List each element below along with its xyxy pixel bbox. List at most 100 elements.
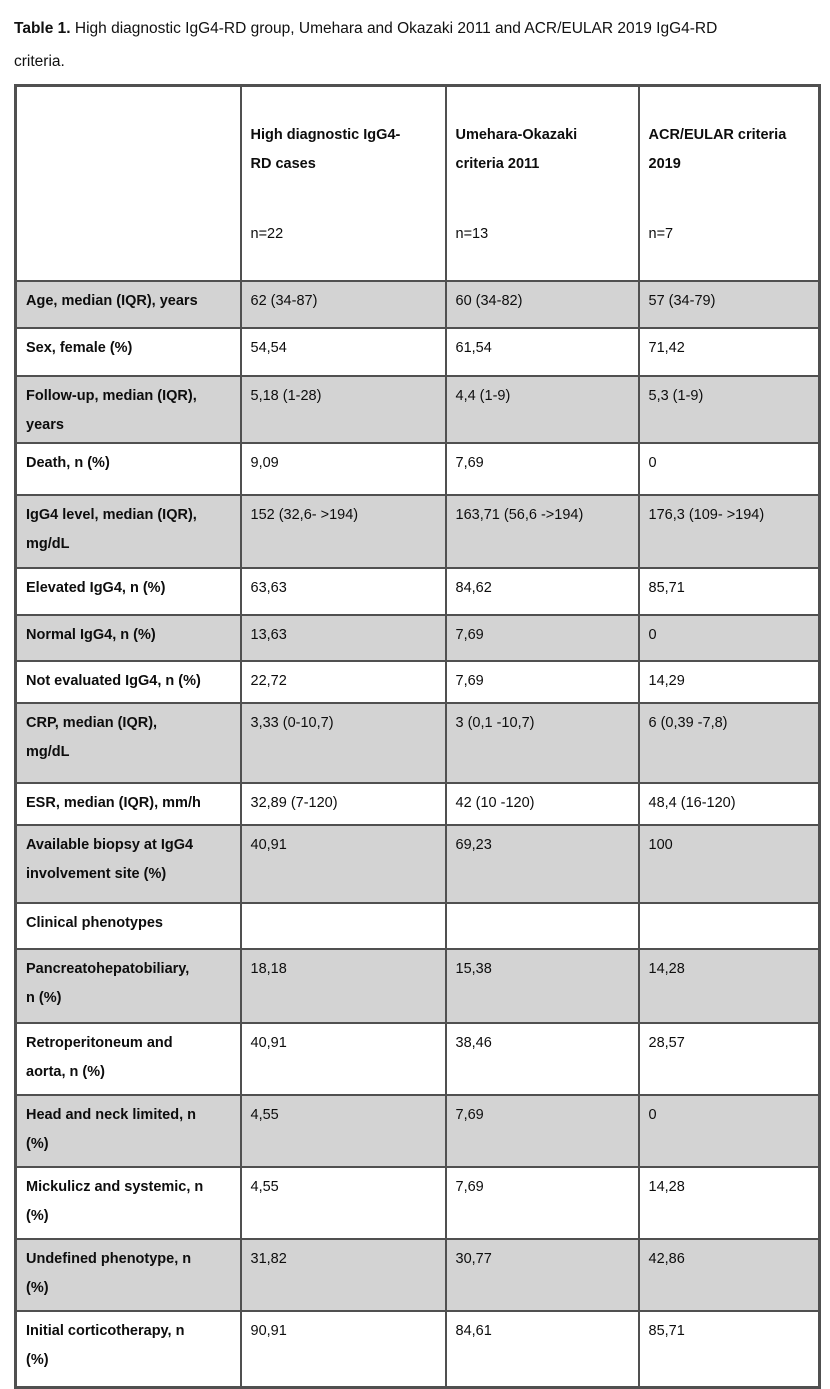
- column-title: ACR/EULAR criteria 2019: [648, 127, 787, 172]
- row-label-cell: Not evaluated IgG4, n (%): [14, 660, 242, 704]
- value-cell: 85,71: [637, 1310, 821, 1388]
- row-label-cell: Undefined phenotype, n (%): [14, 1238, 242, 1312]
- value-cell: 5,18 (1-28): [239, 375, 447, 444]
- table-row: Follow-up, median (IQR), years 5,18 (1-2…: [14, 375, 821, 444]
- row-label-cell: Normal IgG4, n (%): [14, 614, 242, 662]
- value-cell: 48,4 (16-120): [637, 782, 821, 826]
- value-cell: 13,63: [239, 614, 447, 662]
- value-cell: 28,57: [637, 1022, 821, 1096]
- header-empty-cell: [14, 84, 242, 282]
- value-cell: [444, 902, 640, 950]
- row-label-cell: CRP, median (IQR), mg/dL: [14, 702, 242, 784]
- value-cell: 9,09: [239, 442, 447, 496]
- value-cell: 0: [637, 442, 821, 496]
- document-page: Table 1. High diagnostic IgG4-RD group, …: [14, 20, 821, 1389]
- value-cell: 85,71: [637, 567, 821, 616]
- table-caption-label: Table 1.: [14, 20, 71, 37]
- value-cell: 176,3 (109- >194): [637, 494, 821, 569]
- table-caption-text: High diagnostic IgG4-RD group, Umehara a…: [14, 20, 718, 70]
- value-cell: 90,91: [239, 1310, 447, 1388]
- table-row: IgG4 level, median (IQR), mg/dL 152 (32,…: [14, 494, 821, 569]
- table-row: Available biopsy at IgG4 involvement sit…: [14, 824, 821, 904]
- value-cell: [637, 902, 821, 950]
- table-row: Mickulicz and systemic, n (%) 4,55 7,69 …: [14, 1166, 821, 1240]
- row-label-cell: Mickulicz and systemic, n (%): [14, 1166, 242, 1240]
- row-label-cell: ESR, median (IQR), mm/h: [14, 782, 242, 826]
- value-cell: 18,18: [239, 948, 447, 1024]
- table-row: Age, median (IQR), years 62 (34-87) 60 (…: [14, 280, 821, 329]
- value-cell: 22,72: [239, 660, 447, 704]
- column-header-cell: High diagnostic IgG4- RD cases n=22: [239, 84, 447, 282]
- table-row: Undefined phenotype, n (%) 31,82 30,77 4…: [14, 1238, 821, 1312]
- value-cell: 3 (0,1 -10,7): [444, 702, 640, 784]
- column-header-cell: ACR/EULAR criteria 2019 n=7: [637, 84, 821, 282]
- column-title: Umehara-Okazaki criteria 2011: [455, 127, 578, 172]
- value-cell: 61,54: [444, 327, 640, 377]
- row-label-cell: Pancreatohepatobiliary, n (%): [14, 948, 242, 1024]
- row-label-cell: IgG4 level, median (IQR), mg/dL: [14, 494, 242, 569]
- value-cell: 38,46: [444, 1022, 640, 1096]
- row-label-cell: Head and neck limited, n (%): [14, 1094, 242, 1168]
- table-row: Sex, female (%) 54,54 61,54 71,42: [14, 327, 821, 377]
- row-label-cell: Elevated IgG4, n (%): [14, 567, 242, 616]
- column-title: High diagnostic IgG4- RD cases: [250, 127, 401, 172]
- table-row: Normal IgG4, n (%) 13,63 7,69 0: [14, 614, 821, 662]
- value-cell: 7,69: [444, 660, 640, 704]
- value-cell: 7,69: [444, 1094, 640, 1168]
- value-cell: 40,91: [239, 1022, 447, 1096]
- value-cell: 30,77: [444, 1238, 640, 1312]
- value-cell: [239, 902, 447, 950]
- value-cell: 63,63: [239, 567, 447, 616]
- value-cell: 7,69: [444, 614, 640, 662]
- table-row: Pancreatohepatobiliary, n (%) 18,18 15,3…: [14, 948, 821, 1024]
- value-cell: 15,38: [444, 948, 640, 1024]
- table-row: Retroperitoneum and aorta, n (%) 40,91 3…: [14, 1022, 821, 1096]
- value-cell: 7,69: [444, 1166, 640, 1240]
- value-cell: 6 (0,39 -7,8): [637, 702, 821, 784]
- value-cell: 100: [637, 824, 821, 904]
- value-cell: 84,61: [444, 1310, 640, 1388]
- igg4-criteria-table: High diagnostic IgG4- RD cases n=22 Umeh…: [14, 84, 821, 1389]
- value-cell: 4,55: [239, 1094, 447, 1168]
- value-cell: 69,23: [444, 824, 640, 904]
- value-cell: 0: [637, 1094, 821, 1168]
- value-cell: 14,28: [637, 948, 821, 1024]
- row-label-cell: Clinical phenotypes: [14, 902, 242, 950]
- row-label-cell: Available biopsy at IgG4 involvement sit…: [14, 824, 242, 904]
- value-cell: 62 (34-87): [239, 280, 447, 329]
- value-cell: 0: [637, 614, 821, 662]
- table-row: Not evaluated IgG4, n (%) 22,72 7,69 14,…: [14, 660, 821, 704]
- row-label-cell: Retroperitoneum and aorta, n (%): [14, 1022, 242, 1096]
- value-cell: 84,62: [444, 567, 640, 616]
- value-cell: 57 (34-79): [637, 280, 821, 329]
- value-cell: 42,86: [637, 1238, 821, 1312]
- value-cell: 54,54: [239, 327, 447, 377]
- table-row: CRP, median (IQR), mg/dL 3,33 (0-10,7) 3…: [14, 702, 821, 784]
- row-label-cell: Follow-up, median (IQR), years: [14, 375, 242, 444]
- value-cell: 152 (32,6- >194): [239, 494, 447, 569]
- table-row: Elevated IgG4, n (%) 63,63 84,62 85,71: [14, 567, 821, 616]
- value-cell: 42 (10 -120): [444, 782, 640, 826]
- column-sample-size: n=22: [250, 226, 284, 242]
- value-cell: 4,55: [239, 1166, 447, 1240]
- table-row: Death, n (%) 9,09 7,69 0: [14, 442, 821, 496]
- value-cell: 3,33 (0-10,7): [239, 702, 447, 784]
- row-label-cell: Age, median (IQR), years: [14, 280, 242, 329]
- table-row: Clinical phenotypes: [14, 902, 821, 950]
- header-row: High diagnostic IgG4- RD cases n=22 Umeh…: [14, 84, 821, 282]
- column-sample-size: n=13: [455, 226, 489, 242]
- value-cell: 40,91: [239, 824, 447, 904]
- row-label-cell: Death, n (%): [14, 442, 242, 496]
- value-cell: 32,89 (7-120): [239, 782, 447, 826]
- value-cell: 31,82: [239, 1238, 447, 1312]
- value-cell: 7,69: [444, 442, 640, 496]
- value-cell: 4,4 (1-9): [444, 375, 640, 444]
- row-label-cell: Sex, female (%): [14, 327, 242, 377]
- column-header-cell: Umehara-Okazaki criteria 2011 n=13: [444, 84, 640, 282]
- row-label-cell: Initial corticotherapy, n (%): [14, 1310, 242, 1388]
- value-cell: 71,42: [637, 327, 821, 377]
- value-cell: 5,3 (1-9): [637, 375, 821, 444]
- table-row: Head and neck limited, n (%) 4,55 7,69 0: [14, 1094, 821, 1168]
- value-cell: 60 (34-82): [444, 280, 640, 329]
- value-cell: 163,71 (56,6 ->194): [444, 494, 640, 569]
